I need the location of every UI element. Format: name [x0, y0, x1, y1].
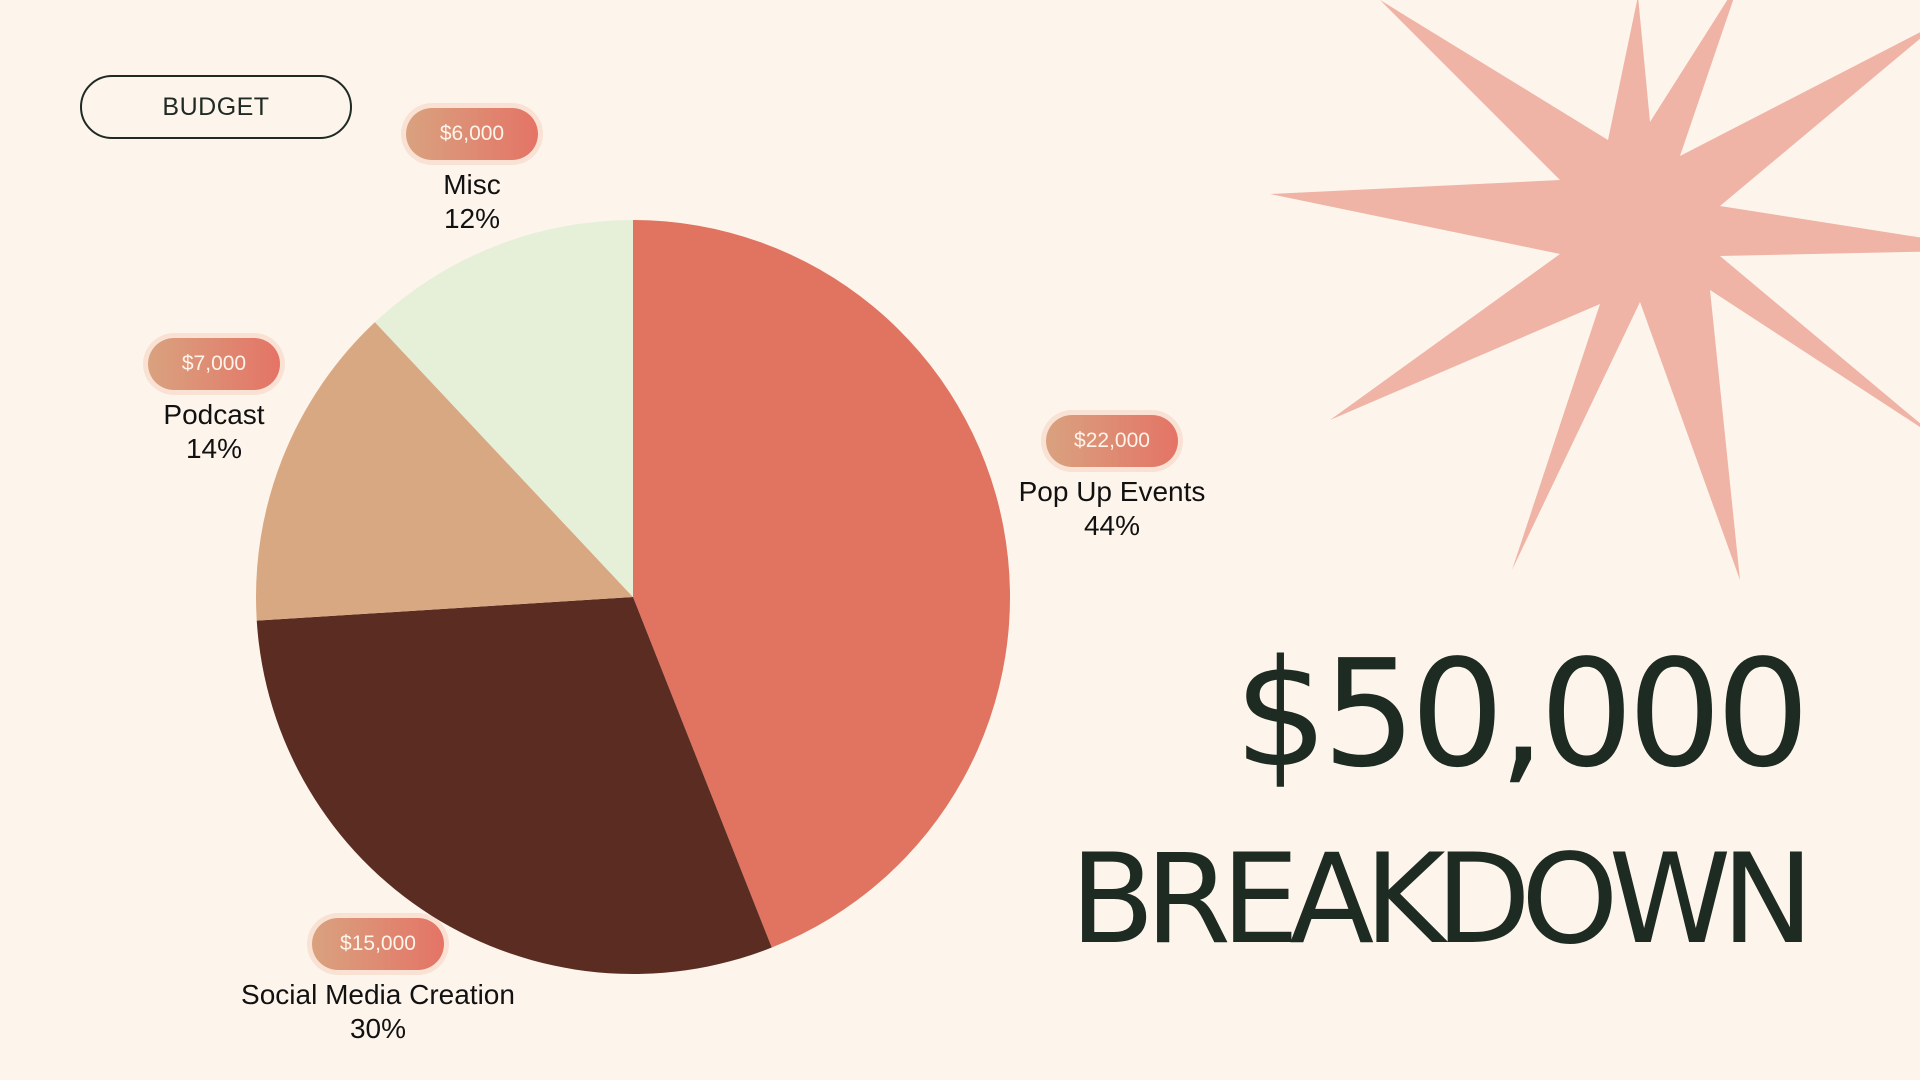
pie-slice-podcast: [255, 322, 634, 621]
starburst-decoration: [1270, 0, 1920, 580]
slice-percent: 44%: [1083, 510, 1141, 541]
slice-name: Misc: [443, 169, 501, 200]
pie-slice-pop-up-events: [633, 220, 1011, 948]
slice-label-pop-up-events: $22,000 Pop Up Events 44%: [932, 415, 1292, 543]
starburst-shape: [1270, 0, 1920, 580]
slice-percent: 14%: [185, 433, 243, 464]
slice-percent: 12%: [443, 203, 501, 234]
slice-name: Social Media Creation: [241, 979, 515, 1010]
slice-label-misc: $6,000 Misc 12%: [292, 108, 652, 236]
pie-slice-social-media-creation: [256, 597, 772, 975]
budget-badge: BUDGET: [80, 75, 352, 139]
amount-badge: $7,000: [148, 338, 280, 390]
headline-word: BREAKDOWN: [1069, 828, 1814, 972]
amount-badge: $15,000: [312, 918, 444, 970]
budget-badge-label: BUDGET: [162, 92, 270, 121]
amount-badge: $22,000: [1046, 415, 1178, 467]
slice-name: Pop Up Events: [1018, 476, 1206, 507]
slice-name: Podcast: [163, 399, 265, 430]
headline-amount: $50,000: [1233, 628, 1810, 800]
slice-label-podcast: $7,000 Podcast 14%: [34, 338, 394, 466]
pie-slice-misc: [374, 220, 633, 597]
slice-label-social-media-creation: $15,000 Social Media Creation 30%: [198, 918, 558, 1046]
amount-badge: $6,000: [406, 108, 538, 160]
slice-percent: 30%: [349, 1013, 407, 1044]
